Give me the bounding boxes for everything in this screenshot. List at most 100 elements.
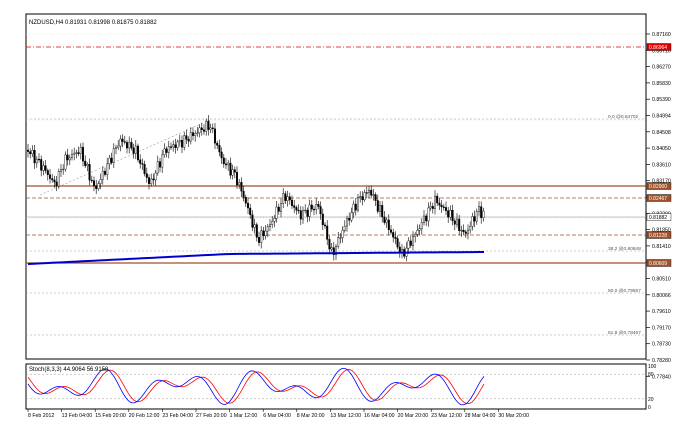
- candle-body: [473, 216, 476, 222]
- candle-body: [154, 172, 157, 181]
- price-tag-text: 0.82467: [649, 196, 667, 202]
- candle-body: [339, 237, 342, 239]
- candle-body: [390, 229, 393, 233]
- candle-body: [227, 162, 230, 166]
- candle-body: [224, 163, 227, 166]
- candle-body: [467, 229, 470, 234]
- symbol-info: NZDUSD,H4 0.81931 0.81998 0.81875 0.8188…: [29, 20, 157, 26]
- time-tick-label: 28 Mar 04:00: [465, 413, 496, 419]
- stoch-level-label: 20: [648, 397, 654, 403]
- candle-body: [95, 185, 98, 189]
- candle-body: [141, 163, 144, 165]
- price-tag-support: [646, 231, 672, 239]
- candle-body: [161, 154, 164, 168]
- candle-body: [205, 120, 208, 132]
- candle-body: [211, 127, 214, 130]
- time-tick-label: 30 Mar 20:00: [498, 413, 529, 419]
- candle-body: [458, 218, 461, 231]
- candle-body: [475, 211, 478, 222]
- candle-body: [134, 145, 137, 154]
- candle-body: [330, 247, 333, 250]
- candle-body: [253, 224, 256, 228]
- fib-label: 61.8 @0.78467: [608, 330, 641, 336]
- candle-body: [456, 218, 459, 225]
- candle-body: [49, 174, 52, 179]
- price-tick-label: 0.78730: [652, 342, 671, 348]
- candle-body: [189, 132, 192, 142]
- candle-body: [414, 234, 417, 237]
- candle-body: [251, 214, 254, 228]
- candle-body: [106, 163, 109, 175]
- price-tag-text: 0.80609: [649, 261, 667, 267]
- price-tick-label: 0.81850: [652, 228, 671, 234]
- candle-body: [304, 209, 307, 212]
- candle-body: [480, 206, 483, 218]
- candle-body: [321, 213, 324, 226]
- price-tag-red-level: [646, 43, 672, 51]
- candle-body: [240, 182, 243, 192]
- horizontal-levels: [26, 46, 646, 264]
- candle-body: [128, 142, 131, 149]
- candle-body: [282, 193, 285, 204]
- candle-body: [394, 237, 397, 239]
- candle-body: [167, 146, 170, 153]
- candle-body: [112, 148, 115, 163]
- price-tag-text: 0.86964: [649, 45, 667, 51]
- candle-body: [478, 206, 481, 212]
- price-tag-support-bottom: [646, 259, 672, 267]
- candle-body: [35, 158, 38, 164]
- candle-body: [409, 240, 412, 246]
- candle-body: [121, 138, 124, 142]
- candle-body: [90, 179, 93, 182]
- candle-body: [119, 138, 122, 147]
- candle-body: [114, 147, 117, 149]
- candle-body: [64, 154, 67, 170]
- candle-body: [33, 150, 36, 164]
- candle-body: [420, 222, 423, 230]
- candle-body: [295, 207, 298, 211]
- candle-body: [31, 150, 34, 155]
- candle-body: [376, 200, 379, 212]
- candle-body: [365, 192, 368, 194]
- candle-body: [359, 196, 362, 198]
- candle-body: [464, 231, 467, 234]
- candle-body: [348, 218, 351, 221]
- candle-body: [77, 152, 80, 154]
- candle-body: [110, 157, 113, 163]
- candle-body: [231, 169, 234, 176]
- time-tick-label: 27 Feb 20:00: [196, 413, 227, 419]
- candle-body: [416, 230, 419, 235]
- candle-body: [152, 178, 155, 181]
- candlestick-series: [27, 115, 485, 262]
- candle-body: [383, 216, 386, 223]
- candle-body: [425, 215, 428, 222]
- candle-body: [299, 210, 302, 220]
- candle-body: [319, 206, 322, 215]
- candle-body: [412, 236, 415, 246]
- candle-body: [469, 225, 472, 231]
- candle-body: [447, 210, 450, 218]
- price-tick-label: 0.85390: [652, 97, 671, 103]
- candle-body: [86, 164, 89, 166]
- candle-body: [372, 194, 375, 196]
- fib-label: 38.2 @0.80848: [608, 246, 641, 252]
- candle-body: [84, 160, 87, 166]
- candle-body: [40, 159, 43, 171]
- candle-body: [284, 193, 287, 201]
- candle-body: [471, 216, 474, 227]
- candle-body: [427, 207, 430, 222]
- candle-body: [370, 189, 373, 196]
- candle-body: [238, 182, 241, 186]
- candle-body: [174, 144, 177, 148]
- candle-body: [156, 161, 159, 174]
- price-tick-label: 0.80066: [652, 293, 671, 299]
- candle-body: [125, 142, 128, 149]
- candle-body: [172, 144, 175, 148]
- candle-body: [246, 202, 249, 209]
- candle-body: [46, 170, 49, 175]
- candle-body: [262, 230, 265, 237]
- candle-body: [88, 164, 91, 181]
- price-tick-label: 0.79170: [652, 325, 671, 331]
- candle-body: [75, 152, 78, 154]
